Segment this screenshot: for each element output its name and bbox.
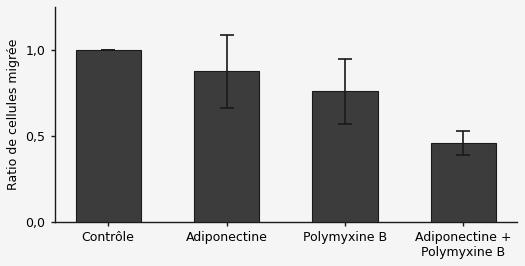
- Y-axis label: Ratio de cellules migrée: Ratio de cellules migrée: [7, 39, 20, 190]
- Bar: [194, 72, 259, 222]
- Bar: [431, 143, 496, 222]
- Bar: [312, 91, 377, 222]
- Bar: [76, 50, 141, 222]
